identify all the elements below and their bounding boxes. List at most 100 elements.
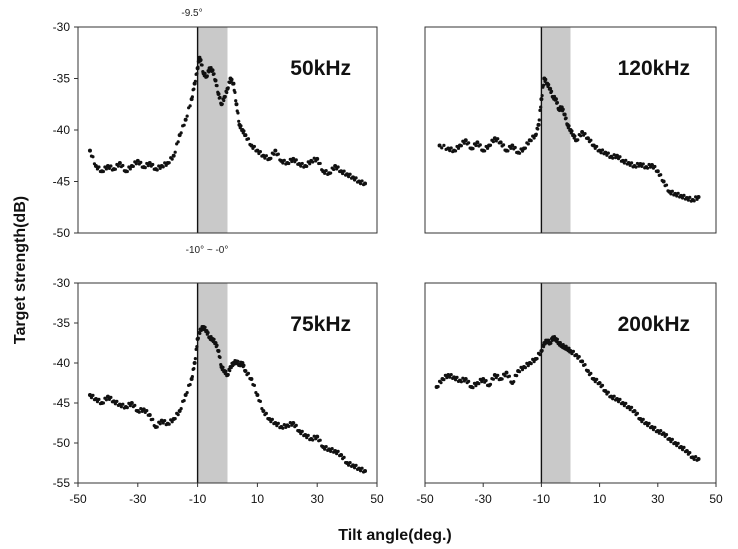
- data-point: [477, 382, 481, 386]
- data-point: [513, 145, 517, 150]
- data-point: [682, 193, 686, 197]
- data-point: [182, 123, 186, 127]
- y-tick-label: -40: [53, 356, 71, 370]
- data-point: [264, 154, 268, 158]
- data-point: [196, 65, 200, 69]
- x-tick-label: 30: [311, 492, 325, 506]
- data-point: [318, 161, 322, 166]
- data-point: [692, 457, 696, 461]
- data-point: [294, 158, 298, 162]
- data-point: [448, 375, 452, 379]
- data-point: [564, 116, 568, 120]
- data-point: [163, 419, 167, 423]
- data-point: [585, 369, 590, 373]
- data-point: [600, 383, 605, 387]
- data-point: [252, 383, 257, 387]
- data-point: [523, 146, 527, 150]
- data-point: [471, 146, 475, 151]
- data-point: [113, 167, 117, 171]
- data-point: [507, 374, 511, 378]
- y-tick-label: -45: [53, 396, 71, 410]
- data-point: [155, 425, 159, 429]
- data-point: [236, 111, 240, 115]
- panel-50kHz: -30 -35 -40 -45 -50 50kHz: [53, 20, 378, 240]
- data-point: [315, 434, 320, 439]
- data-point: [351, 175, 356, 180]
- data-point: [342, 455, 346, 459]
- data-point: [193, 357, 197, 361]
- data-point: [630, 405, 634, 409]
- data-point: [510, 143, 515, 148]
- data-point: [228, 369, 232, 373]
- data-point: [339, 453, 344, 457]
- data-point: [336, 449, 340, 453]
- data-point: [589, 371, 593, 375]
- data-point: [647, 162, 651, 167]
- data-point: [215, 84, 219, 88]
- data-point: [449, 146, 453, 150]
- data-point: [626, 405, 631, 409]
- data-point: [223, 94, 227, 99]
- data-point: [91, 155, 95, 159]
- data-point: [246, 137, 251, 141]
- data-point: [196, 336, 200, 340]
- data-point: [529, 139, 533, 143]
- shade-band: [197, 283, 228, 483]
- data-point: [167, 161, 171, 165]
- data-point: [463, 377, 468, 381]
- data-point: [255, 148, 260, 153]
- data-point: [474, 143, 478, 148]
- data-point: [281, 161, 285, 165]
- y-tick-label: -30: [53, 276, 71, 290]
- data-point: [664, 433, 669, 437]
- data-point: [547, 338, 551, 342]
- data-point: [233, 90, 237, 94]
- data-point: [549, 341, 553, 345]
- data-point: [537, 118, 541, 122]
- x-tick-label: -30: [129, 492, 147, 506]
- data-point: [555, 337, 560, 341]
- data-point: [670, 189, 674, 193]
- data-point: [192, 87, 196, 91]
- data-point: [121, 402, 125, 406]
- x-axis-label: Tilt angle(deg.): [338, 527, 451, 544]
- data-point: [509, 146, 513, 150]
- data-point: [448, 149, 452, 153]
- data-point: [669, 192, 673, 196]
- data-point: [517, 151, 522, 155]
- data-point: [147, 160, 152, 165]
- data-point: [97, 165, 101, 169]
- data-point: [363, 181, 368, 186]
- x-tick-label: -50: [69, 492, 87, 506]
- data-point: [212, 337, 216, 341]
- data-point: [512, 380, 516, 384]
- data-point: [255, 393, 260, 397]
- data-point: [475, 140, 480, 145]
- data-point: [155, 168, 159, 172]
- data-point: [526, 142, 530, 146]
- data-point: [305, 164, 309, 168]
- data-point: [577, 355, 581, 359]
- data-point: [192, 361, 197, 365]
- data-point: [549, 89, 554, 93]
- data-point: [622, 161, 626, 165]
- data-point: [437, 143, 442, 148]
- data-point: [630, 161, 634, 165]
- data-point: [498, 140, 503, 145]
- data-point: [488, 382, 493, 386]
- data-point: [107, 166, 111, 171]
- data-point: [606, 390, 610, 394]
- data-point: [276, 421, 280, 425]
- data-point: [442, 143, 446, 147]
- data-point: [109, 164, 113, 168]
- data-point: [611, 397, 615, 401]
- data-point: [583, 363, 587, 367]
- y-tick-label: -50: [53, 436, 71, 450]
- data-point: [471, 386, 475, 390]
- data-point: [501, 143, 506, 147]
- y-tick-label: -30: [53, 20, 71, 34]
- data-point: [484, 379, 488, 383]
- data-point: [145, 409, 149, 413]
- data-point: [541, 345, 546, 349]
- shade-band: [541, 27, 571, 233]
